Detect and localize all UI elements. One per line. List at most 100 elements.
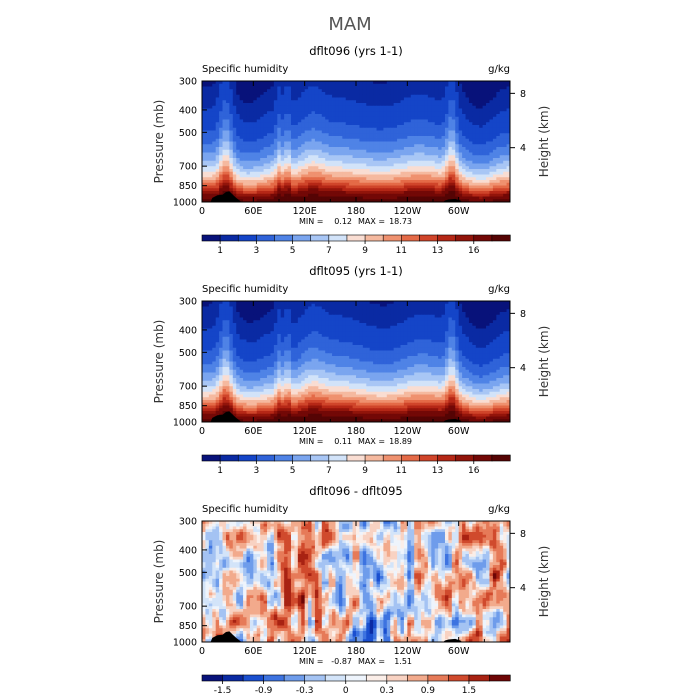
field-cell [284,196,288,200]
field-cell [369,312,374,316]
field-cell [236,103,241,107]
field-cell [434,81,439,85]
field-cell [393,108,398,112]
field-cell [462,188,466,192]
field-cell [362,160,367,164]
field-cell [407,196,412,200]
field-cell [349,166,353,170]
field-cell [438,114,442,118]
field-cell [325,328,330,332]
field-cell [434,127,439,131]
field-cell [489,185,494,189]
field-cell [451,147,456,151]
field-cell [273,196,278,200]
field-cell [318,325,323,329]
field-cell [472,97,477,101]
field-cell [249,122,254,126]
field-cell [352,133,357,137]
field-cell [499,89,504,93]
field-cell [506,193,511,197]
field-cell [499,119,504,123]
field-cell [390,180,395,184]
field-cell [390,185,395,189]
field-cell [472,114,477,118]
field-cell [202,114,206,118]
field-cell [267,100,271,104]
field-cell [202,100,206,104]
field-cell [328,108,333,112]
field-cell [468,180,473,184]
field-cell [486,147,490,151]
field-cell [260,83,264,87]
field-cell [373,196,377,200]
field-cell [366,180,371,184]
field-cell [325,314,330,318]
field-cell [421,182,425,186]
field-cell [369,105,374,109]
field-cell [403,100,408,104]
field-cell [414,133,418,137]
field-cell [256,147,261,151]
field-cell [342,147,347,151]
field-cell [424,301,429,305]
field-cell [287,111,292,115]
field-cell [318,144,323,148]
field-cell [270,325,275,329]
field-cell [417,92,422,96]
field-cell [263,171,268,175]
field-cell [260,196,264,200]
field-cell [270,111,275,115]
field-cell [386,136,391,140]
field-cell [338,125,343,129]
field-cell [472,133,477,137]
field-cell [345,169,350,173]
field-cell [451,136,456,140]
field-cell [273,301,278,305]
field-cell [208,169,213,173]
field-cell [479,180,484,184]
field-cell [489,92,494,96]
field-cell [441,138,446,142]
field-cell [397,303,401,307]
field-cell [338,188,343,192]
field-cell [229,116,234,120]
field-cell [345,89,350,93]
field-cell [403,196,408,200]
field-cell [386,174,391,178]
field-cell [212,163,217,167]
field-cell [325,174,330,178]
field-cell [267,149,271,153]
field-cell [506,149,511,153]
field-cell [410,177,415,181]
field-cell [297,320,302,324]
field-cell [352,92,357,96]
field-cell [390,152,395,156]
field-cell [314,100,319,104]
field-cell [301,100,306,104]
field-cell [325,127,330,131]
field-cell [489,171,494,175]
field-cell [431,171,436,175]
field-cell [273,193,278,197]
field-cell [451,177,456,181]
field-cell [499,188,504,192]
field-cell [468,182,473,186]
field-cell [486,133,490,137]
field-cell [362,301,367,305]
field-cell [434,130,439,134]
field-cell [222,147,227,151]
colorbar-swatch [346,234,366,242]
field-cell [458,177,463,181]
field-cell [338,185,343,189]
field-cell [482,108,487,112]
field-cell [369,152,374,156]
field-cell [383,180,388,184]
field-cell [373,97,377,101]
field-cell [373,125,377,129]
field-cell [318,149,323,153]
field-cell [379,136,384,140]
field-cell [421,303,425,307]
field-cell [468,147,473,151]
colorbar-swatch [219,234,239,242]
field-cell [232,155,237,159]
